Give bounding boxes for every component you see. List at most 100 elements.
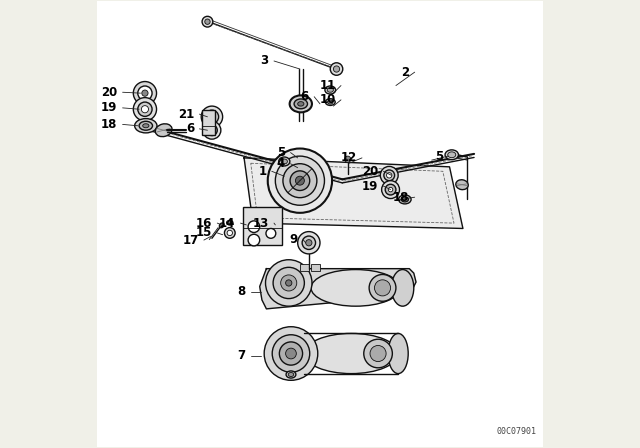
Circle shape <box>264 327 318 380</box>
Circle shape <box>388 187 393 192</box>
Text: 3: 3 <box>260 55 269 68</box>
Circle shape <box>387 172 392 178</box>
Ellipse shape <box>227 220 233 225</box>
Circle shape <box>290 171 310 190</box>
Polygon shape <box>244 158 463 228</box>
Text: 9: 9 <box>289 233 298 246</box>
Text: 7: 7 <box>237 349 245 362</box>
Text: 5: 5 <box>435 150 443 163</box>
Ellipse shape <box>143 124 149 128</box>
Bar <box>311 264 320 271</box>
Ellipse shape <box>445 150 458 159</box>
Text: 6: 6 <box>186 122 194 135</box>
Circle shape <box>210 128 214 133</box>
Ellipse shape <box>448 152 456 158</box>
Circle shape <box>201 106 223 128</box>
Text: 15: 15 <box>196 226 212 239</box>
Ellipse shape <box>290 95 312 112</box>
Ellipse shape <box>456 180 468 190</box>
Ellipse shape <box>156 124 172 137</box>
Circle shape <box>275 156 324 205</box>
Circle shape <box>202 16 213 27</box>
Text: 16: 16 <box>196 216 212 230</box>
Ellipse shape <box>288 372 294 376</box>
Bar <box>202 110 215 135</box>
Circle shape <box>302 236 316 250</box>
Text: 18: 18 <box>101 118 117 131</box>
Circle shape <box>209 114 215 120</box>
Circle shape <box>133 98 157 121</box>
Circle shape <box>281 275 297 291</box>
Circle shape <box>205 19 210 24</box>
Circle shape <box>205 110 219 124</box>
Text: 19: 19 <box>362 180 378 193</box>
Text: 11: 11 <box>319 79 335 92</box>
Circle shape <box>369 275 396 301</box>
Text: 20: 20 <box>362 165 378 178</box>
Circle shape <box>283 164 317 198</box>
Circle shape <box>138 86 152 100</box>
Text: 20: 20 <box>101 86 117 99</box>
Circle shape <box>279 342 303 365</box>
Ellipse shape <box>305 333 398 374</box>
Ellipse shape <box>139 121 152 130</box>
Text: 17: 17 <box>182 233 198 246</box>
Circle shape <box>381 181 399 198</box>
Circle shape <box>268 149 332 213</box>
Ellipse shape <box>311 270 401 306</box>
Circle shape <box>272 335 310 372</box>
Polygon shape <box>260 269 416 309</box>
Text: 14: 14 <box>219 216 235 230</box>
Ellipse shape <box>286 371 296 378</box>
Circle shape <box>330 63 343 75</box>
Circle shape <box>333 66 340 72</box>
Ellipse shape <box>328 100 333 104</box>
Bar <box>300 264 309 271</box>
Text: 4: 4 <box>277 157 285 170</box>
Circle shape <box>203 121 221 139</box>
Ellipse shape <box>325 99 335 105</box>
Circle shape <box>227 230 232 236</box>
Circle shape <box>285 280 292 286</box>
Circle shape <box>364 339 392 368</box>
Ellipse shape <box>134 119 157 133</box>
Circle shape <box>273 267 305 298</box>
Ellipse shape <box>327 88 333 92</box>
Ellipse shape <box>294 99 307 109</box>
Circle shape <box>225 228 235 238</box>
Circle shape <box>248 221 260 233</box>
Text: 1: 1 <box>259 165 266 178</box>
Text: 5: 5 <box>277 146 285 159</box>
Circle shape <box>142 90 148 96</box>
Circle shape <box>370 345 386 362</box>
Ellipse shape <box>401 197 408 202</box>
Text: 13: 13 <box>252 216 269 230</box>
Circle shape <box>385 184 396 195</box>
Ellipse shape <box>388 333 408 374</box>
Circle shape <box>374 280 390 296</box>
Text: 21: 21 <box>178 108 194 121</box>
Text: 2: 2 <box>401 66 410 79</box>
Circle shape <box>306 240 312 246</box>
Text: 00C07901: 00C07901 <box>497 427 536 436</box>
Text: 12: 12 <box>340 151 356 164</box>
Text: 8: 8 <box>237 285 245 298</box>
Ellipse shape <box>325 86 335 94</box>
Ellipse shape <box>220 223 224 228</box>
Ellipse shape <box>278 157 290 166</box>
Circle shape <box>380 166 398 184</box>
Text: 6: 6 <box>301 90 309 103</box>
Ellipse shape <box>392 270 414 306</box>
Text: 19: 19 <box>101 101 117 114</box>
Circle shape <box>141 106 148 113</box>
Circle shape <box>266 228 276 238</box>
Circle shape <box>207 125 217 136</box>
Circle shape <box>248 234 260 246</box>
Circle shape <box>298 232 320 254</box>
Circle shape <box>266 260 312 306</box>
Bar <box>243 207 282 246</box>
Circle shape <box>344 156 351 162</box>
Ellipse shape <box>399 195 411 204</box>
Circle shape <box>296 176 305 185</box>
Circle shape <box>384 170 395 181</box>
